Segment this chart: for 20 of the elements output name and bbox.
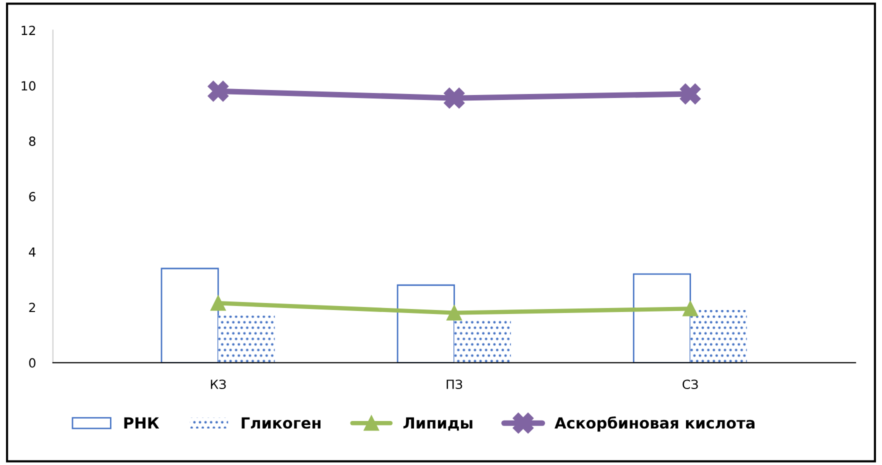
point <box>682 301 698 316</box>
legend-label: Липиды <box>403 417 472 431</box>
y-tick-label: 6 <box>29 192 36 202</box>
y-tick-label: 4 <box>28 248 36 257</box>
y-tick-label: 8 <box>29 136 36 146</box>
y-tick-label: 12 <box>22 26 35 35</box>
point <box>208 80 229 102</box>
legend-label: Аскорбиновая кислота <box>554 416 754 432</box>
legend-label: РНК <box>124 417 160 428</box>
point <box>210 295 226 311</box>
y-tick-label: 0 <box>29 358 36 368</box>
y-tick-label: 2 <box>29 302 35 312</box>
y-tick-label: 10 <box>22 81 36 91</box>
x-tick-label: СЗ <box>682 380 698 390</box>
point <box>444 88 465 109</box>
x-tick-label: КЗ <box>210 380 226 390</box>
point <box>680 84 701 104</box>
legend-label: Гликоген <box>242 417 320 429</box>
x-tick-label: ПЗ <box>446 380 462 390</box>
point <box>446 305 462 320</box>
